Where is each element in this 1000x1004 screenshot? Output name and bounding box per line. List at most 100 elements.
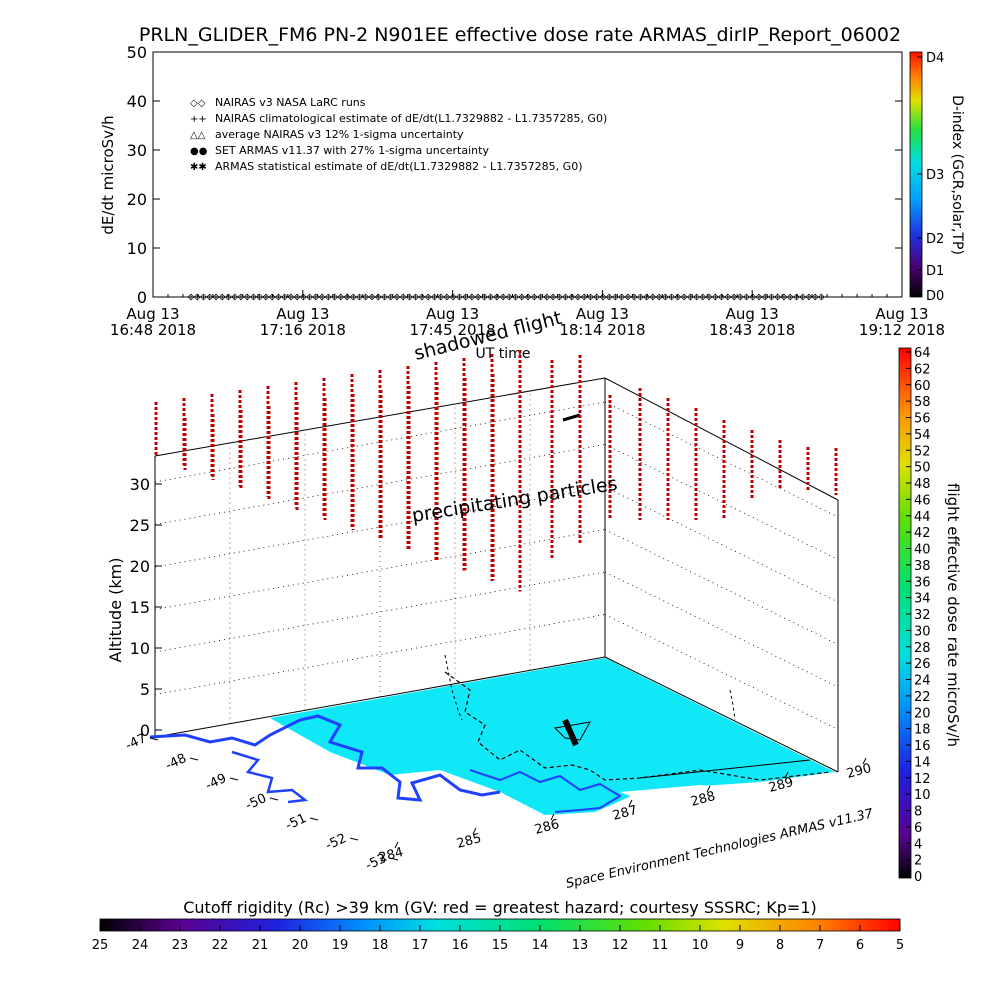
armas-mark bbox=[363, 294, 369, 300]
armas-mark bbox=[369, 294, 375, 300]
top-y-tick-label: 30 bbox=[127, 141, 147, 160]
floor-reference-line bbox=[639, 759, 811, 779]
armas-mark bbox=[731, 294, 737, 300]
longitude-tick bbox=[550, 813, 555, 821]
longitude-tick bbox=[472, 827, 477, 835]
armas-mark bbox=[188, 294, 194, 300]
top-y-tick-label: 0 bbox=[137, 288, 147, 307]
back-wall-grid bbox=[154, 391, 839, 730]
dose-rate-tick-label: 28 bbox=[914, 641, 931, 656]
rigidity-tick-label: 9 bbox=[736, 938, 744, 953]
armas-mark bbox=[750, 294, 756, 300]
top-x-tick-time: 17:16 2018 bbox=[260, 321, 346, 339]
d-index-tick-label: D3 bbox=[926, 168, 944, 183]
dose-rate-tick-label: 52 bbox=[914, 444, 931, 459]
flight-position-stack bbox=[562, 718, 579, 747]
latitude-tick bbox=[269, 797, 279, 801]
legend-entry: NAIRAS climatological estimate of dE/dt(… bbox=[215, 112, 607, 125]
dose-rate-colorbar-ticks: 6462605856545250484644424038363432302826… bbox=[906, 346, 931, 885]
dose-rate-colorbar bbox=[898, 347, 912, 879]
armas-mark bbox=[294, 294, 300, 300]
rigidity-tick-label: 8 bbox=[776, 938, 784, 953]
armas-mark bbox=[594, 294, 600, 300]
armas-mark bbox=[282, 294, 288, 300]
latitude-tick bbox=[149, 737, 159, 741]
armas-mark bbox=[200, 294, 206, 300]
armas-mark bbox=[456, 294, 462, 300]
dose-rate-tick-label: 56 bbox=[914, 412, 931, 427]
armas-mark bbox=[687, 294, 693, 300]
dose-rate-tick-label: 34 bbox=[914, 592, 931, 607]
rigidity-tick-label: 25 bbox=[92, 938, 109, 953]
armas-mark bbox=[300, 294, 306, 300]
armas-mark bbox=[444, 294, 450, 300]
armas-mark bbox=[325, 294, 331, 300]
altitude-tick-label: 15 bbox=[130, 598, 150, 617]
rigidity-tick-label: 17 bbox=[412, 938, 429, 953]
dose-rate-tick-label: 60 bbox=[914, 379, 931, 394]
armas-mark bbox=[313, 294, 319, 300]
top-xlabel: UT time bbox=[476, 346, 531, 362]
armas-mark bbox=[650, 294, 656, 300]
armas-mark bbox=[538, 294, 544, 300]
legend-symbol: ++ bbox=[190, 114, 207, 125]
armas-mark bbox=[375, 294, 381, 300]
latitude-tick-label: -48 bbox=[163, 751, 189, 774]
longitude-tick-label: 285 bbox=[455, 831, 483, 852]
armas-mark bbox=[606, 294, 612, 300]
armas-mark bbox=[768, 294, 774, 300]
top-legend: ◇◇ NAIRAS v3 NASA LaRC runs ++ NAIRAS clima… bbox=[190, 96, 607, 173]
armas-mark bbox=[350, 294, 356, 300]
legend-symbol: △△ bbox=[190, 130, 206, 141]
rigidity-tick-label: 12 bbox=[612, 938, 629, 953]
armas-mark bbox=[725, 294, 731, 300]
dose-rate-tick-label: 18 bbox=[914, 723, 931, 738]
armas-mark bbox=[744, 294, 750, 300]
armas-mark bbox=[775, 294, 781, 300]
armas-mark bbox=[463, 294, 469, 300]
precipitating-dose-columns bbox=[154, 350, 838, 592]
armas-mark bbox=[213, 294, 219, 300]
rigidity-tick-label: 16 bbox=[452, 938, 469, 953]
longitude-tick bbox=[394, 841, 399, 849]
d-index-tick-label: D0 bbox=[926, 289, 944, 304]
armas-mark bbox=[600, 294, 606, 300]
dose-rate-tick-label: 12 bbox=[914, 772, 931, 787]
armas-mark bbox=[519, 294, 525, 300]
dose-rate-tick-label: 64 bbox=[914, 346, 931, 361]
top-x-tick-date: Aug 13 bbox=[726, 305, 779, 323]
rigidity-tick-label: 21 bbox=[252, 938, 269, 953]
grid-line-left-wall bbox=[154, 486, 606, 568]
top-x-tick-date: Aug 13 bbox=[576, 305, 629, 323]
dose-rate-tick-label: 26 bbox=[914, 657, 931, 672]
inland-border bbox=[444, 671, 831, 781]
dose-rate-tick-label: 30 bbox=[914, 624, 931, 639]
armas-mark bbox=[581, 294, 587, 300]
altitude-tick-label: 25 bbox=[130, 516, 150, 535]
armas-mark bbox=[612, 294, 618, 300]
rigidity-tick-label: 14 bbox=[532, 938, 549, 953]
armas-mark bbox=[681, 294, 687, 300]
d-index-colorbar-label: D-index (GCR,solar,TP) bbox=[949, 95, 965, 255]
top-y-tick-label: 40 bbox=[127, 92, 147, 111]
armas-mark bbox=[381, 294, 387, 300]
dose-rate-tick-label: 62 bbox=[914, 362, 931, 377]
precipitating-particles-annotation: precipitating particles bbox=[410, 473, 619, 527]
altitude-tick-label: 20 bbox=[130, 557, 150, 576]
d-index-tick-label: D2 bbox=[926, 232, 944, 247]
grid-line-right-wall bbox=[604, 529, 839, 645]
armas-mark bbox=[275, 294, 281, 300]
longitude-tick-label: 289 bbox=[767, 775, 795, 796]
longitude-tick bbox=[862, 757, 867, 765]
top-x-tick-date: Aug 13 bbox=[276, 305, 329, 323]
armas-mark bbox=[344, 294, 350, 300]
armas-mark bbox=[587, 294, 593, 300]
armas-mark bbox=[762, 294, 768, 300]
top-x-tick-time: 18:14 2018 bbox=[559, 321, 645, 339]
armas-mark bbox=[694, 294, 700, 300]
armas-mark bbox=[357, 294, 363, 300]
rigidity-tick-label: 24 bbox=[132, 938, 149, 953]
flight-track-east bbox=[729, 689, 736, 721]
